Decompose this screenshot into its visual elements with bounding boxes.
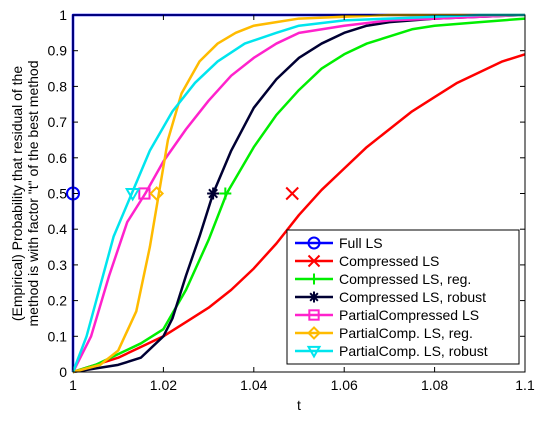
x-tick-label: 1 xyxy=(69,377,77,393)
series-marker-2 xyxy=(219,187,232,200)
y-tick-label: 0.4 xyxy=(48,221,68,237)
series-line-2 xyxy=(72,17,526,374)
x-tick-label: 1.04 xyxy=(240,377,267,393)
legend-marker-6 xyxy=(306,345,322,359)
y-axis-label-line-2: method is with factor "t" of the best me… xyxy=(25,61,41,327)
y-tick-label: 1 xyxy=(59,7,67,23)
legend-label-4: PartialCompressed LS xyxy=(339,307,479,323)
series-line-4 xyxy=(71,13,526,373)
legend-marker-3 xyxy=(308,291,320,303)
series-marker-1 xyxy=(285,186,299,201)
legend-label-3: Compressed LS, robust xyxy=(339,289,486,305)
legend-marker-4 xyxy=(308,309,320,321)
axis-ticks: 1 1.02 1.04 1.06 1.08 1.1 0 0.1 0.2 0.3 0.4 0.5 0.6 0… xyxy=(48,7,535,393)
plot-area: 1 1.02 1.04 1.06 1.08 1.1 0 0.1 0.2 0.3 0.4 0.5 0.6 0… xyxy=(48,7,535,393)
y-tick-label: 0.2 xyxy=(48,293,68,309)
legend-label-1: Compressed LS xyxy=(339,253,439,269)
y-tick-label: 0.9 xyxy=(48,43,68,59)
series-line-6 xyxy=(71,13,525,373)
y-tick-label: 0.3 xyxy=(48,257,68,273)
legend-label-2: Compressed LS, reg. xyxy=(339,271,471,287)
x-tick-label: 1.02 xyxy=(150,377,177,393)
legend-label-6: PartialComp. LS, robust xyxy=(339,343,488,359)
x-tick-label: 1.06 xyxy=(331,377,358,393)
series-marker-3 xyxy=(207,187,220,200)
x-tick-label: 1.08 xyxy=(421,377,448,393)
x-axis-label: t xyxy=(297,397,301,413)
y-axis-label-line-1: (Empirical) Probability that residual of… xyxy=(9,66,25,321)
series-line-5 xyxy=(72,13,525,374)
legend-marker-0 xyxy=(307,236,321,250)
legend-marker-1 xyxy=(307,254,321,268)
legend-marker-2 xyxy=(308,273,320,285)
y-tick-label: 0.6 xyxy=(48,150,68,166)
y-tick-label: 0.5 xyxy=(48,186,68,202)
legend-marker-5 xyxy=(307,326,321,340)
y-tick-label: 0.7 xyxy=(48,114,68,130)
legend-label-0: Full LS xyxy=(339,235,383,251)
y-tick-label: 0.1 xyxy=(48,328,68,344)
series-marker-6 xyxy=(124,188,141,202)
legend-label-5: PartialComp. LS, reg. xyxy=(339,325,473,341)
series-marker-5 xyxy=(149,186,165,201)
y-tick-label: 0 xyxy=(59,364,67,380)
series-line-1 xyxy=(72,53,526,374)
y-tick-label: 0.8 xyxy=(48,78,68,94)
legend-box xyxy=(286,229,520,365)
y-axis-label: (Empirical) Probability that residual of… xyxy=(9,61,41,327)
legend: Full LS Compressed LS Compressed LS, reg. C… xyxy=(286,229,520,365)
x-tick-label: 1.1 xyxy=(515,377,535,393)
series-line-3 xyxy=(72,13,526,374)
